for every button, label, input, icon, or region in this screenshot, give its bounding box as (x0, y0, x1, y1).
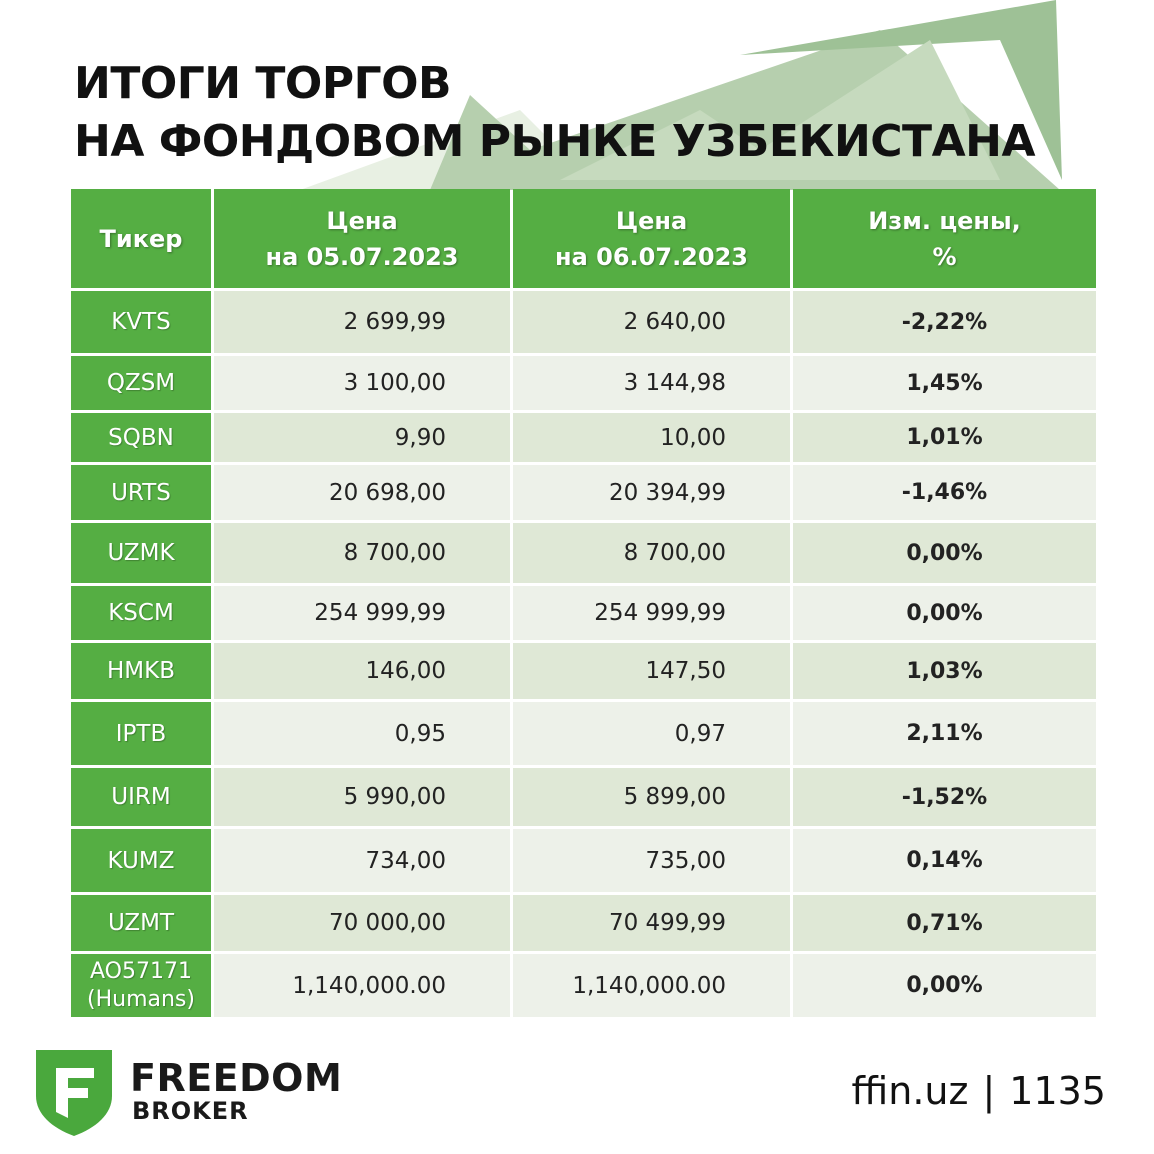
header-change-line-2: % (932, 242, 957, 271)
contact-info: ffin.uz | 1135 (852, 1066, 1106, 1116)
table-row: KSCM 254 999,99 254 999,99 0,00% (71, 586, 1096, 640)
price-2-cell: 20 394,99 (513, 465, 790, 520)
header-price-2-line-2: на 06.07.2023 (555, 242, 748, 271)
ticker-code: AO57171 (90, 958, 192, 984)
ticker-cell: KUMZ (71, 829, 211, 892)
ticker-cell: KSCM (71, 586, 211, 640)
freedom-shield-logo-icon (36, 1050, 112, 1136)
price-1-cell: 3 100,00 (214, 356, 510, 410)
background-arrow-icon (300, 0, 1062, 190)
price-2-cell: 8 700,00 (513, 523, 790, 583)
change-cell: 1,03% (793, 643, 1096, 699)
change-cell: 0,71% (793, 895, 1096, 951)
brand-subtitle: BROKER (132, 1097, 249, 1125)
header-ticker-label: Тикер (99, 224, 183, 253)
ticker-cell: UZMK (71, 523, 211, 583)
price-1-cell: 734,00 (214, 829, 510, 892)
price-1-cell: 146,00 (214, 643, 510, 699)
price-2-cell: 5 899,00 (513, 768, 790, 826)
change-cell: 1,45% (793, 356, 1096, 410)
change-cell: 0,14% (793, 829, 1096, 892)
table-row: UIRM 5 990,00 5 899,00 -1,52% (71, 768, 1096, 826)
price-2-cell: 70 499,99 (513, 895, 790, 951)
ticker-cell: IPTB (71, 702, 211, 765)
table-row: KUMZ 734,00 735,00 0,14% (71, 829, 1096, 892)
change-cell: 2,11% (793, 702, 1096, 765)
table-row: AO57171 (Humans) 1,140,000.00 1,140,000.… (71, 954, 1096, 1017)
ticker-cell: AO57171 (Humans) (71, 954, 211, 1017)
change-cell: -2,22% (793, 291, 1096, 353)
table-row: KVTS 2 699,99 2 640,00 -2,22% (71, 291, 1096, 353)
title-line-1: ИТОГИ ТОРГОВ (74, 58, 452, 109)
ticker-cell: SQBN (71, 413, 211, 462)
change-cell: 0,00% (793, 523, 1096, 583)
table-row: HMKB 146,00 147,50 1,03% (71, 643, 1096, 699)
trading-results-table: Тикер Цена на 05.07.2023 Цена на 06.07.2… (68, 186, 1099, 1020)
ticker-cell: KVTS (71, 291, 211, 353)
ticker-subtitle: (Humans) (87, 986, 195, 1012)
price-1-cell: 1,140,000.00 (214, 954, 510, 1017)
table-row: IPTB 0,95 0,97 2,11% (71, 702, 1096, 765)
header-ticker: Тикер (71, 189, 211, 288)
header-change: Изм. цены, % (793, 189, 1096, 288)
price-2-cell: 2 640,00 (513, 291, 790, 353)
ticker-cell: UZMT (71, 895, 211, 951)
title-line-2: НА ФОНДОВОМ РЫНКЕ УЗБЕКИСТАНА (74, 116, 1036, 167)
table-row: UZMT 70 000,00 70 499,99 0,71% (71, 895, 1096, 951)
table-row: SQBN 9,90 10,00 1,01% (71, 413, 1096, 462)
header-price-1: Цена на 05.07.2023 (214, 189, 510, 288)
ticker-cell: UIRM (71, 768, 211, 826)
phone-number[interactable]: 1135 (1009, 1069, 1106, 1113)
ticker-cell: HMKB (71, 643, 211, 699)
price-1-cell: 20 698,00 (214, 465, 510, 520)
price-2-cell: 254 999,99 (513, 586, 790, 640)
brand-name: FREEDOM (130, 1056, 343, 1100)
page-title: ИТОГИ ТОРГОВ НА ФОНДОВОМ РЫНКЕ УЗБЕКИСТА… (74, 55, 1036, 171)
table-row: URTS 20 698,00 20 394,99 -1,46% (71, 465, 1096, 520)
change-cell: -1,46% (793, 465, 1096, 520)
price-2-cell: 735,00 (513, 829, 790, 892)
price-2-cell: 10,00 (513, 413, 790, 462)
change-cell: 0,00% (793, 586, 1096, 640)
change-cell: 0,00% (793, 954, 1096, 1017)
price-1-cell: 70 000,00 (214, 895, 510, 951)
website-link[interactable]: ffin.uz (851, 1069, 969, 1113)
change-cell: -1,52% (793, 768, 1096, 826)
header-price-2: Цена на 06.07.2023 (513, 189, 790, 288)
price-2-cell: 0,97 (513, 702, 790, 765)
table-row: QZSM 3 100,00 3 144,98 1,45% (71, 356, 1096, 410)
ticker-cell: URTS (71, 465, 211, 520)
price-1-cell: 5 990,00 (214, 768, 510, 826)
header-price-2-line-1: Цена (615, 206, 688, 235)
table-row: UZMK 8 700,00 8 700,00 0,00% (71, 523, 1096, 583)
header-price-1-line-2: на 05.07.2023 (265, 242, 459, 271)
price-2-cell: 3 144,98 (513, 356, 790, 410)
price-1-cell: 9,90 (214, 413, 510, 462)
ticker-cell: QZSM (71, 356, 211, 410)
price-1-cell: 2 699,99 (214, 291, 510, 353)
price-2-cell: 147,50 (513, 643, 790, 699)
price-2-cell: 1,140,000.00 (513, 954, 790, 1017)
price-1-cell: 0,95 (214, 702, 510, 765)
change-cell: 1,01% (793, 413, 1096, 462)
price-1-cell: 254 999,99 (214, 586, 510, 640)
header-change-line-1: Изм. цены, (868, 206, 1021, 235)
table-header-row: Тикер Цена на 05.07.2023 Цена на 06.07.2… (71, 189, 1096, 288)
contact-separator: | (982, 1069, 996, 1113)
header-price-1-line-1: Цена (326, 206, 398, 235)
price-1-cell: 8 700,00 (214, 523, 510, 583)
